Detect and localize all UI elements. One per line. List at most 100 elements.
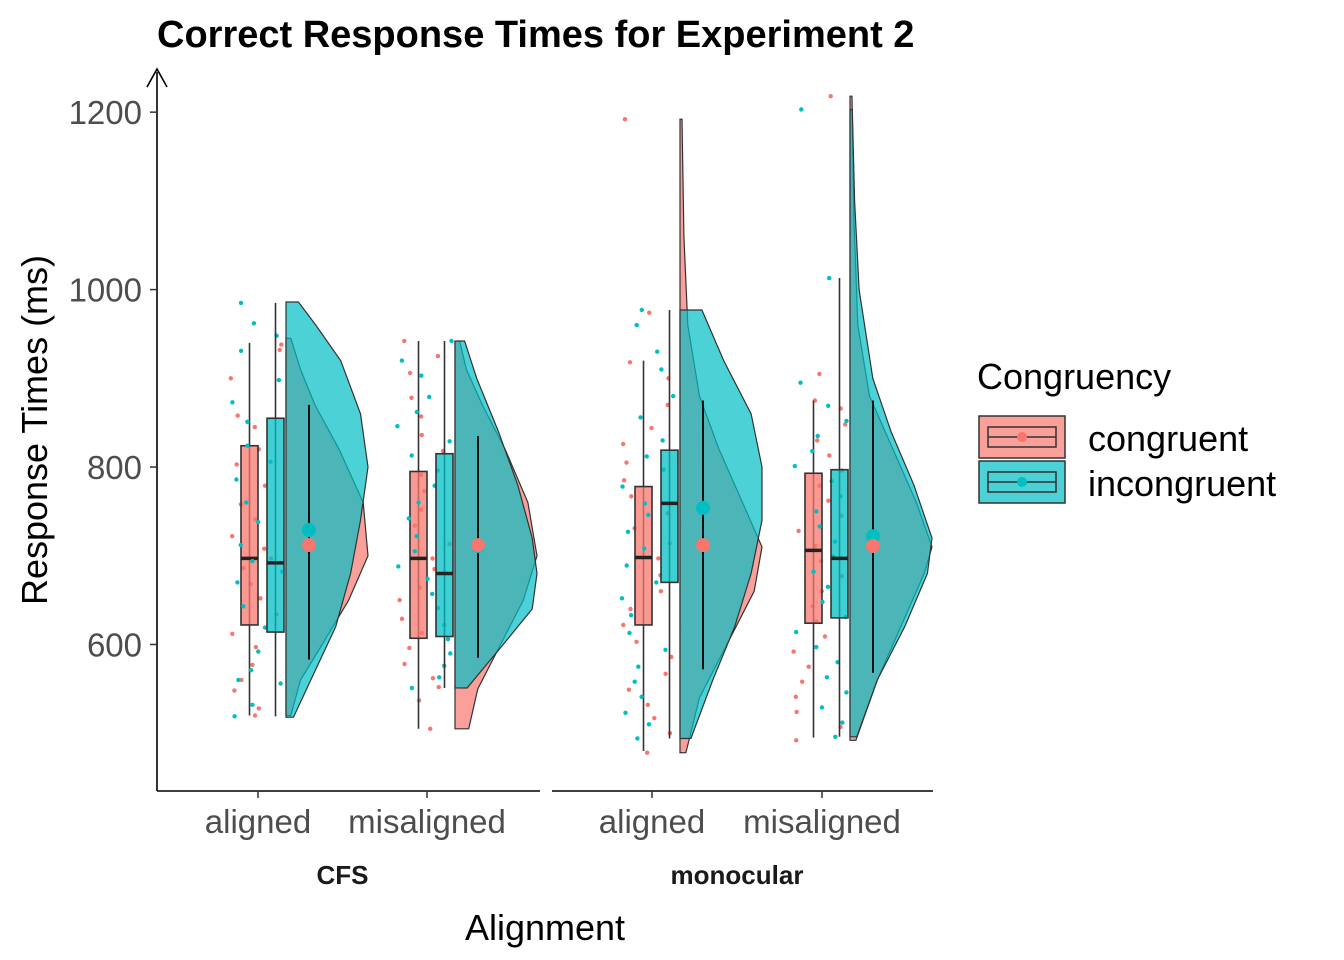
data-point-congruent [402, 338, 407, 344]
data-point-incongruent [835, 660, 840, 665]
y-axis-title: Response Times (ms) [14, 255, 55, 605]
data-point-congruent [663, 671, 668, 676]
y-tick-label: 1200 [69, 94, 142, 131]
data-point-incongruent [406, 516, 411, 521]
data-point-congruent [827, 453, 832, 458]
mean-point-congruent-monocular-misaligned [866, 538, 880, 553]
data-point-incongruent [262, 625, 268, 630]
data-point-incongruent [811, 569, 816, 574]
legend-label-incongruent: incongruent [1088, 463, 1276, 504]
data-point-congruent [279, 342, 284, 347]
data-point-incongruent [620, 484, 625, 489]
data-point-congruent [419, 432, 424, 438]
boxplot-box-incongruent-monocular-aligned [660, 449, 679, 584]
boxplot-box-congruent-cfs-misaligned [409, 470, 428, 640]
density-cloud-incongruent-cfs-aligned [285, 301, 369, 718]
data-point-congruent [232, 688, 237, 693]
data-point-incongruent [798, 380, 803, 385]
data-point-incongruent [235, 580, 240, 585]
data-point-congruent [230, 631, 235, 636]
data-point-incongruent [659, 367, 664, 372]
data-point-incongruent [238, 542, 243, 548]
data-point-incongruent [815, 433, 820, 439]
data-point-congruent [843, 422, 848, 427]
data-point-congruent [806, 664, 811, 669]
data-point-incongruent [256, 649, 261, 654]
data-point-incongruent [395, 424, 400, 429]
data-point-congruent [230, 534, 235, 539]
data-point-incongruent [654, 580, 659, 585]
data-point-congruent [626, 687, 632, 692]
x-axis-title: Alignment [465, 907, 625, 948]
data-point-congruent [621, 441, 626, 447]
data-point-incongruent [632, 679, 637, 684]
boxplot-box-incongruent-cfs-aligned [266, 417, 285, 633]
legend-label-congruent: congruent [1088, 418, 1248, 459]
data-point-congruent [622, 117, 628, 122]
density-cloud-incongruent-monocular-aligned [679, 309, 763, 740]
data-point-incongruent [448, 651, 453, 656]
data-point-congruent [277, 347, 282, 353]
data-point-congruent [428, 726, 433, 731]
data-point-incongruent [819, 705, 825, 710]
data-point-congruent [252, 424, 257, 430]
data-point-congruent [624, 460, 629, 465]
data-point-incongruent [619, 596, 625, 601]
density-cloud-incongruent-cfs-misaligned [454, 340, 538, 689]
data-point-incongruent [638, 415, 643, 420]
data-point-congruent [794, 709, 799, 715]
data-point-congruent [253, 644, 259, 650]
data-point-incongruent [814, 509, 819, 514]
data-point-incongruent [628, 613, 634, 618]
data-point-incongruent [416, 500, 421, 505]
data-point-incongruent [241, 604, 246, 609]
data-point-congruent [649, 425, 654, 431]
data-point-incongruent [827, 275, 832, 281]
data-point-congruent [256, 706, 261, 711]
data-point-incongruent [646, 512, 651, 518]
data-point-incongruent [255, 519, 261, 525]
boxplot-box-congruent-cfs-aligned [240, 444, 259, 626]
data-point-congruent [627, 360, 633, 365]
legend-key-incongruent [978, 460, 1066, 504]
data-point-congruent [397, 597, 402, 603]
data-point-incongruent [844, 690, 849, 695]
data-point-incongruent [427, 394, 432, 400]
mean-point-congruent-cfs-misaligned [471, 538, 485, 553]
data-point-congruent [634, 639, 639, 644]
data-point-congruent [794, 738, 799, 743]
data-point-congruent [407, 370, 413, 376]
data-point-incongruent [825, 584, 831, 589]
y-tick-label: 800 [87, 449, 142, 486]
x-tick-label: aligned [599, 803, 705, 840]
data-point-incongruent [412, 549, 417, 554]
y-tick-label: 600 [87, 626, 142, 663]
data-point-incongruent [238, 348, 244, 353]
boxplot-box-incongruent-monocular-misaligned [830, 468, 849, 619]
data-point-congruent [407, 645, 412, 651]
data-point-incongruent [244, 500, 249, 505]
data-point-incongruent [232, 714, 237, 719]
chart-title: Correct Response Times for Experiment 2 [157, 14, 914, 56]
data-point-congruent [828, 94, 833, 99]
data-point-congruent [800, 679, 805, 684]
mean-point-congruent-cfs-aligned [302, 538, 316, 553]
data-point-congruent [399, 616, 405, 621]
data-point-incongruent [635, 736, 640, 741]
data-point-incongruent [625, 529, 631, 534]
data-point-incongruent [660, 438, 665, 443]
boxplot-box-congruent-monocular-aligned [634, 485, 653, 626]
data-point-incongruent [409, 685, 415, 691]
legend-key-incongruent-dot [1017, 477, 1027, 487]
x-tick-label: aligned [205, 803, 311, 840]
data-point-incongruent [278, 681, 283, 686]
data-point-incongruent [409, 453, 414, 458]
data-point-congruent [647, 310, 652, 315]
data-point-incongruent [250, 702, 255, 707]
data-point-congruent [826, 498, 831, 503]
boxplot-box-incongruent-cfs-misaligned [435, 452, 454, 638]
data-point-incongruent [248, 668, 254, 673]
data-point-congruent [658, 589, 664, 594]
data-point-congruent [652, 715, 657, 721]
data-point-congruent [262, 546, 267, 551]
